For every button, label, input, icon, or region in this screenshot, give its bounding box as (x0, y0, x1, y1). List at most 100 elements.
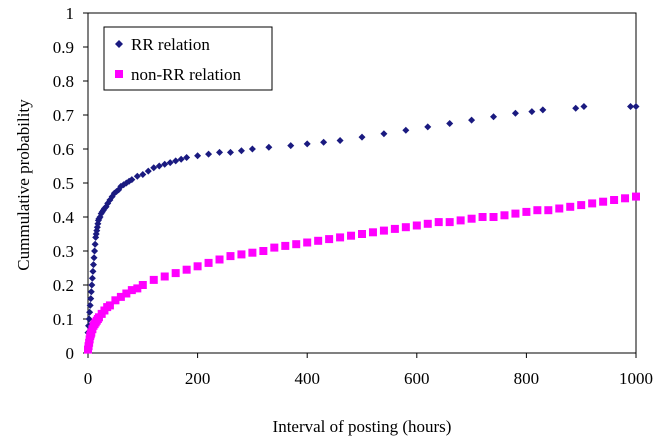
data-point (320, 138, 328, 146)
y-tick-label: 0.5 (53, 174, 74, 193)
x-axis-ticks: 0 200 400 600 800 1000 (84, 353, 653, 388)
data-point (500, 211, 509, 220)
data-point (402, 126, 410, 134)
data-point (632, 103, 640, 110)
y-tick-label: 1 (66, 4, 75, 23)
data-point (248, 248, 257, 257)
data-point (621, 194, 630, 203)
data-point (116, 292, 125, 301)
x-tick-label: 600 (404, 369, 430, 388)
data-point (434, 218, 443, 227)
y-tick-label: 0.6 (53, 140, 74, 159)
data-point (160, 272, 169, 281)
data-point (90, 254, 98, 262)
data-point (88, 274, 96, 282)
data-point (336, 137, 344, 144)
data-point (555, 204, 564, 213)
data-point (347, 231, 356, 240)
data-point (87, 288, 95, 296)
y-tick-label: 0.2 (53, 276, 74, 295)
data-point (226, 148, 234, 156)
data-point (205, 150, 213, 158)
y-tick-label: 0.3 (53, 242, 74, 261)
y-tick-label: 0.8 (53, 72, 74, 91)
data-point (182, 265, 191, 274)
y-axis-ticks: 0 0.1 0.2 0.3 0.4 0.5 0.6 0.7 0.8 0.9 1 (53, 4, 88, 363)
x-tick-label: 400 (294, 369, 320, 388)
data-point (539, 106, 547, 114)
data-point (588, 199, 597, 208)
data-point (265, 143, 273, 151)
y-axis-title: Cummulative probability (14, 99, 33, 271)
legend-marker-non-rr (115, 70, 123, 78)
data-point (456, 216, 465, 225)
legend-label-non-rr: non-RR relation (131, 65, 242, 84)
legend-label-rr: RR relation (131, 35, 210, 54)
data-point (105, 301, 114, 310)
x-axis-title: Interval of posting (hours) (273, 417, 452, 436)
data-point (627, 103, 635, 110)
data-point (424, 123, 432, 131)
data-point (226, 252, 235, 261)
data-point (478, 213, 487, 221)
data-point (490, 113, 498, 121)
data-point (358, 230, 366, 238)
series-non-rr-relation (84, 192, 640, 354)
data-point (314, 236, 323, 245)
x-tick-label: 0 (84, 369, 93, 388)
data-point (281, 241, 290, 250)
data-point (303, 140, 311, 148)
data-point (155, 162, 163, 170)
y-tick-label: 0.9 (53, 38, 74, 57)
y-tick-label: 0.4 (53, 208, 75, 227)
data-point (522, 207, 531, 216)
data-point (566, 202, 575, 211)
legend-marker-rr (115, 40, 123, 48)
x-tick-label: 200 (185, 369, 211, 388)
data-point (144, 167, 152, 175)
data-point (193, 262, 202, 271)
data-point (172, 157, 180, 165)
series-layer (84, 103, 640, 354)
data-point (511, 209, 520, 218)
data-point (133, 172, 141, 180)
data-point (139, 171, 147, 178)
data-point (237, 147, 245, 155)
data-point (128, 176, 136, 184)
data-point (166, 159, 174, 167)
data-point (446, 120, 454, 127)
data-point (89, 261, 97, 269)
data-point (248, 145, 256, 153)
data-point (216, 148, 224, 156)
data-point (401, 223, 410, 232)
data-point (89, 267, 97, 275)
data-point (215, 255, 224, 264)
data-point (161, 160, 169, 168)
data-point (88, 281, 96, 289)
data-point (292, 240, 301, 249)
data-point (171, 269, 180, 278)
data-point (610, 196, 619, 204)
data-point (489, 213, 498, 221)
data-point (138, 281, 147, 289)
data-point (133, 284, 142, 293)
legend-box (103, 26, 273, 91)
data-point (150, 164, 158, 172)
data-point (599, 197, 608, 206)
data-point (270, 243, 279, 252)
y-tick-label: 0.7 (53, 106, 75, 125)
data-point (533, 206, 542, 215)
data-point (259, 247, 268, 255)
data-point (380, 130, 388, 138)
data-point (632, 192, 640, 201)
data-point (91, 240, 99, 248)
data-point (580, 103, 588, 110)
data-point (467, 214, 476, 223)
data-point (86, 301, 94, 309)
data-point (412, 221, 421, 230)
data-point (577, 201, 586, 210)
data-point (122, 289, 131, 298)
y-tick-label: 0 (66, 344, 75, 363)
data-point (287, 142, 295, 150)
